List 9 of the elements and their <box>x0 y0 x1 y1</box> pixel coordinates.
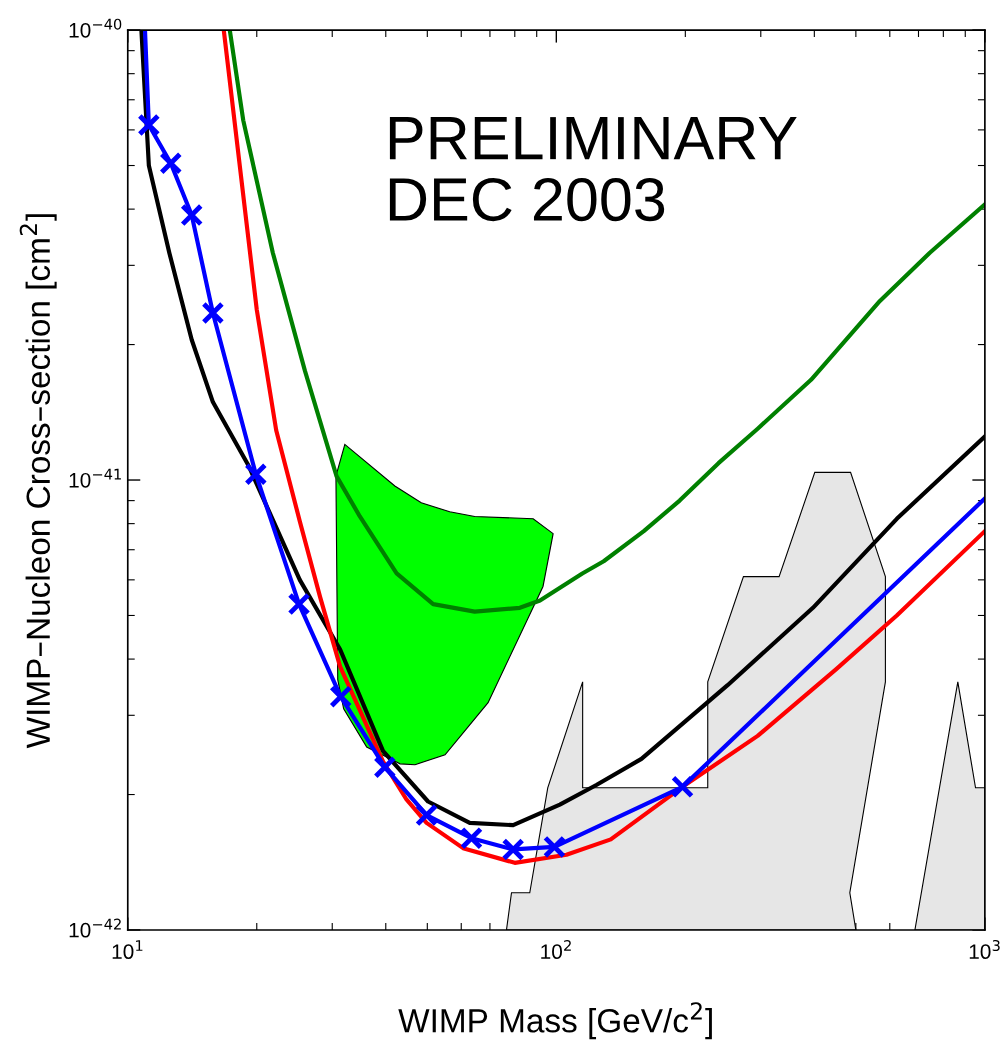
y-axis-title: WIMP–Nucleon Cross–section [cm$^{2}$] <box>19 214 57 749</box>
x-tick-label: 10$^{3}$ <box>969 940 1000 960</box>
annotation: PRELIMINARY DEC 2003 <box>389 117 797 222</box>
y-tick-label: 10$^{−42}$ <box>69 918 121 938</box>
x-tick-label: 10$^{1}$ <box>112 940 143 960</box>
x-axis-title: WIMP Mass [GeV/c$^{2}$] <box>398 1002 712 1040</box>
x-tick-label: 10$^{2}$ <box>541 940 571 960</box>
y-tick-label: 10$^{−41}$ <box>69 468 121 488</box>
y-tick-label: 10$^{−40}$ <box>69 18 122 38</box>
